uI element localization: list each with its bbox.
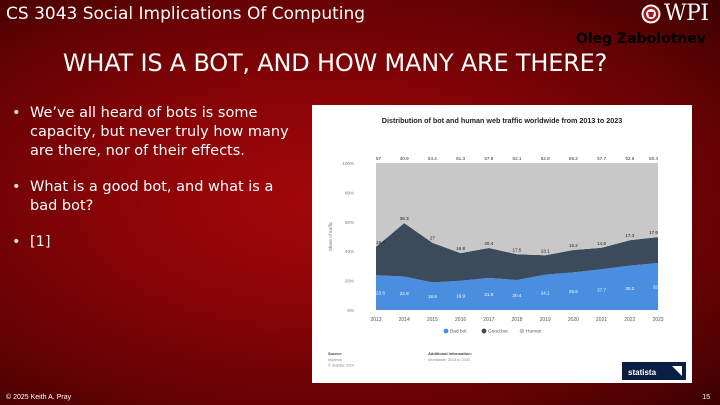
y-axis-label: Share of traffic: [328, 221, 333, 251]
y-tick-label: 40%: [345, 249, 354, 254]
wpi-logo: WPI: [641, 1, 709, 26]
x-tick-label: 2020: [568, 317, 579, 323]
legend-swatch: [481, 328, 487, 334]
data-label: 20.4: [513, 293, 522, 298]
data-label: 57: [376, 156, 382, 161]
data-label: 24.1: [541, 290, 550, 295]
data-label: 17.6: [649, 230, 658, 235]
data-label: 62.1: [513, 156, 522, 161]
data-label: 57.8: [484, 156, 493, 161]
legend-label: Good bot: [488, 329, 508, 335]
x-tick-label: 2013: [370, 317, 381, 323]
x-tick-label: 2023: [652, 317, 663, 323]
data-label: 20.4: [484, 241, 493, 246]
seal-icon: [641, 4, 661, 23]
y-tick-label: 20%: [345, 279, 354, 284]
y-tick-label: 60%: [345, 220, 354, 225]
source-line: © Statista 2024: [328, 364, 354, 368]
x-tick-label: 2018: [511, 317, 522, 323]
data-label: 19.4: [376, 240, 385, 245]
data-label: 22.8: [400, 291, 409, 296]
bullet-item: What is a good bot, and what is a bad bo…: [10, 178, 292, 216]
data-label: 27.7: [597, 288, 606, 293]
author-name: Oleg Zabolotnev: [575, 31, 706, 47]
data-label: 21.8: [484, 292, 493, 297]
legend-label: Bad bot: [450, 329, 467, 335]
source-label: Source: [328, 351, 342, 356]
x-tick-label: 2022: [624, 317, 635, 323]
data-label: 52.6: [625, 156, 634, 161]
source-line: Imperva: [328, 358, 343, 362]
course-title: CS 3043 Social Implications Of Computing: [6, 4, 366, 24]
data-label: 18.8: [456, 246, 465, 251]
data-label: 50.4: [649, 156, 658, 161]
x-tick-label: 2016: [455, 317, 466, 323]
data-label: 40.9: [400, 156, 409, 161]
y-tick-label: 0%: [347, 308, 354, 313]
bullet-item: [1]: [10, 233, 292, 252]
data-label: 62.8: [541, 156, 550, 161]
series-area-good-bot: [376, 223, 658, 283]
x-tick-label: 2014: [399, 317, 410, 323]
statista-logo-text: statista: [628, 368, 657, 377]
bullet-item: We’ve all heard of bots is some capacity…: [10, 104, 292, 161]
x-tick-label: 2019: [540, 317, 551, 323]
data-label: 54.4: [428, 156, 437, 161]
data-label: 25.6: [569, 289, 578, 294]
info-label: Additional Information:: [428, 351, 472, 356]
info-line: Worldwide; 2013 to 2023: [428, 358, 470, 362]
legend-label: Human: [526, 329, 542, 335]
data-label: 32: [653, 284, 659, 289]
data-label: 36.3: [400, 216, 409, 221]
legend-swatch: [443, 328, 449, 334]
data-label: 15.2: [569, 243, 578, 248]
copyright: © 2025 Keith A. Pray: [6, 394, 72, 401]
bullet-list: We’ve all heard of bots is some capacity…: [10, 104, 292, 269]
x-tick-label: 2015: [427, 317, 438, 323]
x-tick-label: 2021: [596, 317, 607, 323]
y-tick-label: 100%: [342, 161, 354, 166]
statista-logo-block: [622, 362, 686, 380]
data-label: 30.2: [625, 286, 634, 291]
data-label: 14.6: [597, 241, 606, 246]
legend-swatch: [519, 328, 525, 334]
y-tick-label: 80%: [345, 190, 354, 195]
data-label: 61.3: [456, 156, 465, 161]
statista-logo-icon: [672, 366, 682, 376]
data-label: 27: [430, 236, 436, 241]
data-label: 17.5: [513, 247, 522, 252]
data-label: 57.7: [597, 156, 606, 161]
data-label: 17.3: [625, 233, 634, 238]
data-label: 18.8: [428, 294, 437, 299]
logo-text: WPI: [664, 1, 709, 26]
x-tick-label: 2017: [483, 317, 494, 323]
data-label: 59.2: [569, 156, 578, 161]
data-label: 13.1: [541, 248, 550, 253]
data-label: 23.6: [376, 291, 385, 296]
page-number: 15: [702, 394, 710, 401]
series-area-human: [376, 163, 658, 256]
chart-title: Distribution of bot and human web traffi…: [382, 116, 622, 125]
stacked-area-chart: Distribution of bot and human web traffi…: [328, 116, 686, 380]
series-area-bad-bot: [376, 263, 658, 310]
slide-title: WHAT IS A BOT, AND HOW MANY ARE THERE?: [62, 49, 608, 77]
chart-image: Distribution of bot and human web traffi…: [312, 105, 692, 383]
data-label: 19.9: [456, 293, 465, 298]
